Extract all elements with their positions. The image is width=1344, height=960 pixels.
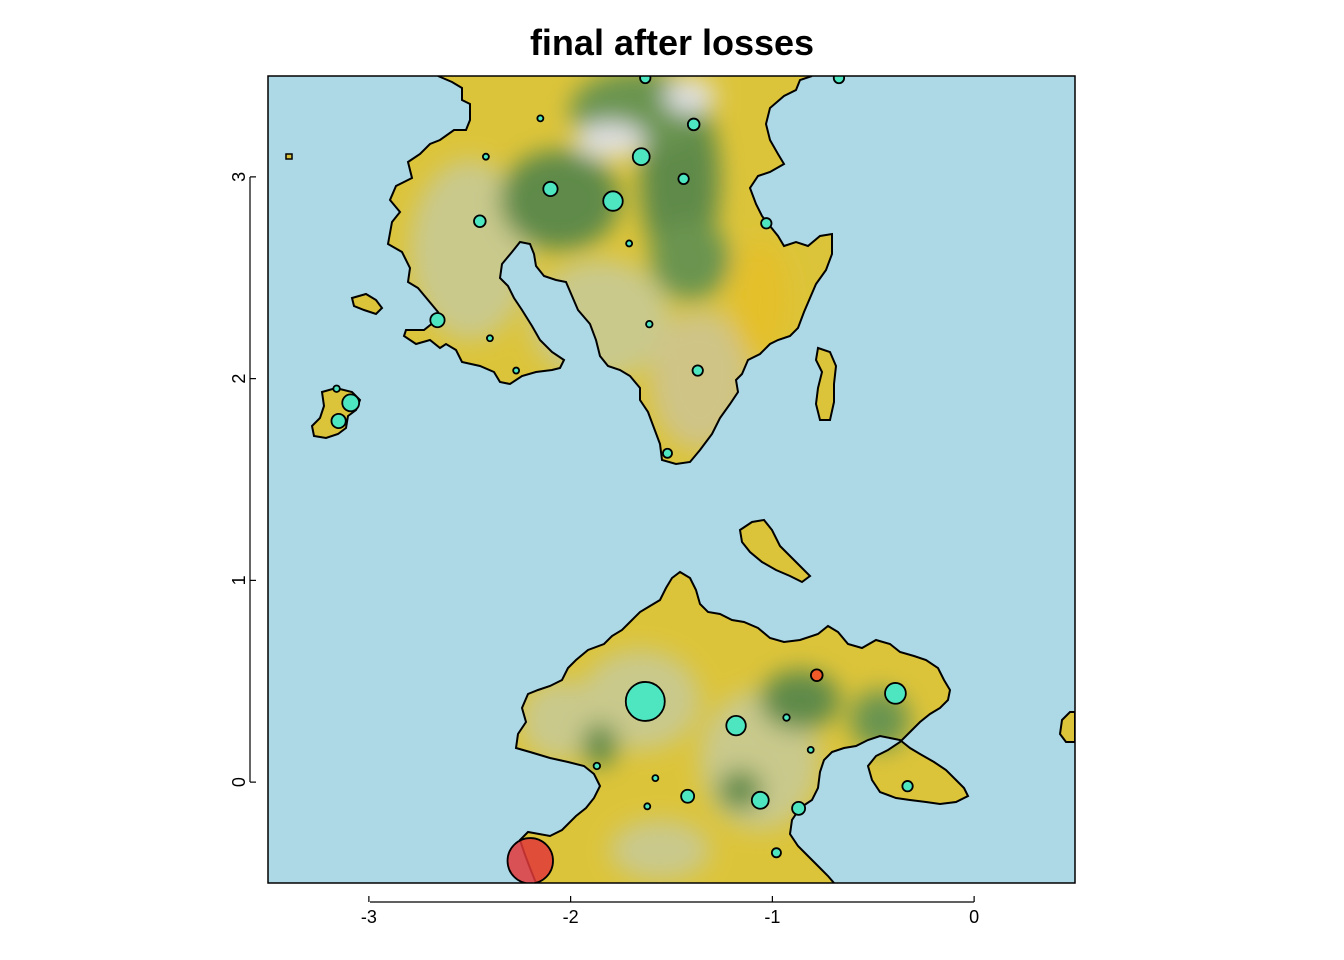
data-point-24: [341, 393, 361, 413]
data-point-11: [506, 837, 554, 883]
data-point-3: [810, 668, 824, 682]
data-point-12: [631, 147, 651, 167]
y-tick-label: 1: [229, 575, 249, 585]
small-island-left-cluster: [350, 292, 384, 316]
data-point-17: [473, 214, 487, 229]
x-tick-group: -3 -2 -1 0: [361, 896, 979, 927]
data-point-5: [680, 788, 696, 804]
small-island-far-east: [1058, 711, 1075, 743]
chart-title: final after losses: [529, 22, 815, 63]
small-island-east: [814, 346, 838, 421]
data-point-23: [832, 76, 846, 85]
data-point-22: [639, 76, 652, 85]
data-point-19: [429, 312, 446, 329]
y-axis: 0 1 2 3: [229, 172, 256, 787]
small-island-northeast: [738, 518, 812, 584]
data-point-1: [725, 714, 747, 737]
data-point-21: [662, 447, 673, 459]
x-tick-label: -3: [361, 907, 377, 927]
north-island-coastline: [386, 76, 833, 466]
x-axis: -3 -2 -1 0: [361, 896, 979, 927]
data-point-25: [330, 412, 347, 430]
data-point-16: [677, 172, 690, 185]
data-point-0: [624, 681, 666, 722]
x-tick-label: 0: [969, 907, 979, 927]
data-point-15: [686, 117, 701, 132]
x-tick-label: -1: [764, 907, 780, 927]
y-tick-label: 3: [229, 172, 249, 182]
data-point-18: [760, 217, 773, 230]
data-point-7: [791, 800, 807, 816]
data-point-2: [884, 682, 907, 705]
data-point-35: [512, 366, 521, 375]
data-point-34: [806, 745, 815, 754]
data-point-6: [750, 790, 770, 810]
x-tick-label: -2: [563, 907, 579, 927]
data-point-26: [332, 384, 341, 393]
plot-frame: [267, 75, 1076, 884]
data-point-29: [486, 334, 494, 343]
south-island-coastline: [514, 570, 970, 883]
data-point-31: [536, 114, 545, 123]
data-point-32: [651, 774, 660, 782]
speck-island: [285, 153, 293, 160]
data-point-30: [481, 152, 490, 161]
data-point-8: [901, 780, 914, 793]
data-point-10: [770, 847, 782, 859]
y-tick-label: 2: [229, 374, 249, 384]
data-point-20: [691, 364, 704, 377]
data-point-33: [643, 802, 652, 811]
data-point-13: [602, 190, 624, 212]
y-tick-group: 0 1 2 3: [229, 172, 256, 787]
data-point-14: [542, 180, 559, 198]
points-layer: [330, 76, 914, 883]
data-point-4: [782, 713, 791, 722]
data-point-27: [645, 320, 654, 329]
y-tick-label: 0: [229, 777, 249, 787]
data-point-28: [625, 239, 634, 248]
data-point-9: [592, 761, 602, 771]
